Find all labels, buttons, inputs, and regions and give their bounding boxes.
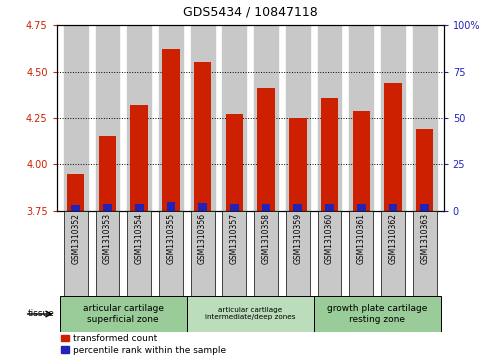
Bar — [325, 204, 334, 211]
Bar — [381, 25, 405, 211]
Bar — [64, 211, 88, 296]
Bar — [222, 25, 246, 211]
Text: GSM1310358: GSM1310358 — [262, 213, 271, 264]
Text: GSM1310361: GSM1310361 — [357, 213, 366, 264]
Bar — [350, 25, 373, 211]
Legend: transformed count, percentile rank within the sample: transformed count, percentile rank withi… — [61, 334, 226, 355]
Bar — [317, 211, 341, 296]
Bar — [257, 88, 275, 211]
Bar — [222, 211, 246, 296]
Bar — [262, 204, 271, 211]
Bar — [71, 205, 80, 211]
Text: GSM1310359: GSM1310359 — [293, 213, 302, 264]
Bar — [127, 211, 151, 296]
Bar — [321, 98, 338, 211]
Bar — [421, 204, 429, 211]
Bar — [352, 111, 370, 211]
Text: articular cartilage
intermediate/deep zones: articular cartilage intermediate/deep zo… — [205, 307, 295, 321]
Bar — [413, 25, 437, 211]
Bar — [60, 296, 187, 332]
Bar — [384, 83, 402, 211]
Bar — [286, 25, 310, 211]
Bar — [289, 118, 307, 211]
Text: articular cartilage
superficial zone: articular cartilage superficial zone — [83, 304, 164, 324]
Bar — [230, 204, 239, 211]
Bar — [191, 211, 214, 296]
Bar — [194, 62, 211, 211]
Bar — [127, 25, 151, 211]
Bar — [167, 203, 175, 211]
Bar — [64, 25, 88, 211]
Bar — [96, 211, 119, 296]
Bar — [254, 211, 278, 296]
Bar — [357, 204, 366, 211]
Bar — [67, 174, 84, 211]
Text: GSM1310356: GSM1310356 — [198, 213, 207, 264]
Bar — [191, 25, 214, 211]
Text: GSM1310352: GSM1310352 — [71, 213, 80, 264]
Text: tissue: tissue — [27, 310, 54, 318]
Bar — [96, 25, 119, 211]
Bar — [226, 114, 243, 211]
Bar — [286, 211, 310, 296]
Text: GSM1310354: GSM1310354 — [135, 213, 143, 264]
Text: GSM1310357: GSM1310357 — [230, 213, 239, 264]
Bar — [99, 136, 116, 211]
Bar — [162, 49, 179, 211]
Bar — [314, 296, 441, 332]
Text: growth plate cartilage
resting zone: growth plate cartilage resting zone — [327, 304, 427, 324]
Bar — [293, 204, 302, 211]
Bar — [187, 296, 314, 332]
Bar — [159, 211, 183, 296]
Bar — [416, 129, 433, 211]
Bar — [131, 105, 148, 211]
Bar — [254, 25, 278, 211]
Text: GSM1310360: GSM1310360 — [325, 213, 334, 264]
Bar — [388, 204, 397, 211]
Text: GDS5434 / 10847118: GDS5434 / 10847118 — [183, 5, 317, 18]
Bar — [103, 204, 112, 211]
Text: GSM1310353: GSM1310353 — [103, 213, 112, 264]
Text: GSM1310362: GSM1310362 — [388, 213, 397, 264]
Bar — [381, 211, 405, 296]
Bar — [350, 211, 373, 296]
Bar — [198, 203, 207, 211]
Bar — [413, 211, 437, 296]
Bar — [135, 204, 143, 211]
Bar — [159, 25, 183, 211]
Text: GSM1310363: GSM1310363 — [420, 213, 429, 264]
Bar — [317, 25, 341, 211]
Text: GSM1310355: GSM1310355 — [167, 213, 176, 264]
